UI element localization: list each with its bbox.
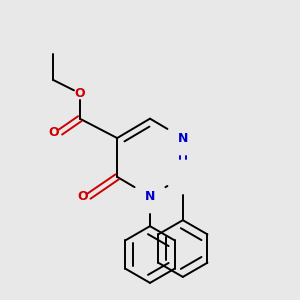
Text: N: N bbox=[178, 132, 188, 145]
Text: O: O bbox=[49, 126, 59, 139]
Text: O: O bbox=[74, 87, 85, 100]
Text: O: O bbox=[77, 190, 88, 203]
Text: N: N bbox=[145, 190, 155, 203]
